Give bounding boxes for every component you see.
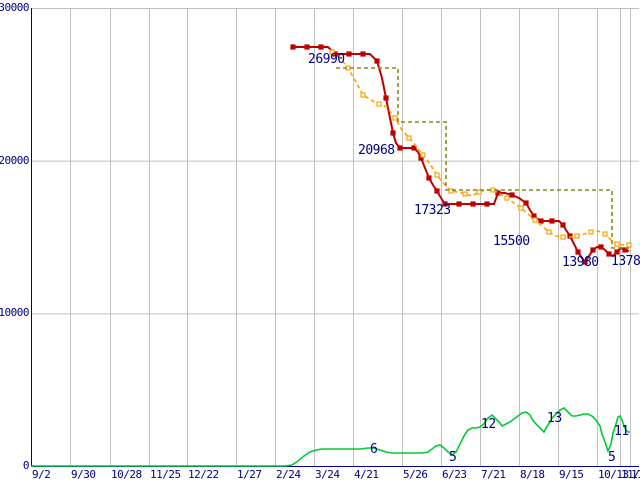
data-point-marker bbox=[626, 242, 632, 248]
series-price-primary bbox=[290, 44, 630, 265]
x-axis-tick-label: 3/24 bbox=[315, 468, 340, 481]
data-point-marker bbox=[420, 152, 426, 158]
data-point-marker bbox=[495, 190, 501, 196]
x-axis-tick-label: 11/10 bbox=[621, 468, 640, 481]
data-point-label: 20968 bbox=[358, 143, 395, 158]
data-point-label: 11 bbox=[614, 424, 629, 439]
data-point-marker bbox=[518, 205, 524, 211]
data-point-marker bbox=[560, 222, 566, 228]
data-point-marker bbox=[606, 251, 612, 257]
data-point-marker bbox=[470, 201, 476, 207]
data-point-label: 12 bbox=[481, 417, 496, 432]
data-point-marker bbox=[456, 201, 462, 207]
series-line-price-reference bbox=[336, 67, 630, 249]
x-axis-tick-label: 1/27 bbox=[237, 468, 262, 481]
data-point-label: 13780 bbox=[611, 254, 640, 269]
data-point-marker bbox=[462, 191, 468, 197]
x-axis-tick-label: 4/21 bbox=[354, 468, 379, 481]
data-point-marker bbox=[318, 44, 324, 50]
series-line-volume-count bbox=[31, 407, 630, 467]
data-point-marker bbox=[304, 44, 310, 50]
series-price-secondary bbox=[329, 49, 632, 248]
data-point-label: 13 bbox=[547, 411, 562, 426]
data-point-marker bbox=[538, 218, 544, 224]
data-point-marker bbox=[614, 249, 620, 255]
data-point-marker bbox=[532, 217, 538, 223]
data-point-marker bbox=[588, 229, 594, 235]
x-axis-tick-label: 8/18 bbox=[520, 468, 545, 481]
data-point-marker bbox=[434, 172, 440, 178]
x-axis-tick-label: 10/28 bbox=[111, 468, 142, 481]
data-point-marker bbox=[614, 241, 620, 247]
x-axis-tick-label: 11/17 bbox=[631, 468, 640, 481]
data-point-marker bbox=[360, 92, 366, 98]
x-axis-tick-label: 9/2 bbox=[32, 468, 51, 481]
series-line-price-secondary bbox=[331, 51, 629, 246]
data-point-marker bbox=[360, 51, 366, 57]
data-point-marker bbox=[476, 189, 482, 195]
data-point-marker bbox=[531, 213, 537, 219]
x-axis-tick-label: 9/30 bbox=[71, 468, 96, 481]
x-axis-tick-label: 9/15 bbox=[559, 468, 584, 481]
data-point-label: 26990 bbox=[308, 52, 345, 67]
data-point-marker bbox=[442, 201, 448, 207]
data-point-marker bbox=[484, 201, 490, 207]
series-line-price-primary bbox=[293, 46, 630, 264]
data-point-marker bbox=[590, 247, 596, 253]
data-point-marker bbox=[546, 229, 552, 235]
data-point-marker bbox=[448, 188, 454, 194]
data-point-marker bbox=[549, 218, 555, 224]
x-axis-tick-label: 12/22 bbox=[188, 468, 219, 481]
data-point-marker bbox=[574, 233, 580, 239]
x-axis-tick-label: 11/25 bbox=[150, 468, 181, 481]
data-point-marker bbox=[509, 192, 515, 198]
data-point-marker bbox=[426, 175, 432, 181]
data-point-marker bbox=[376, 101, 382, 107]
data-point-marker bbox=[392, 115, 398, 121]
data-point-marker bbox=[575, 249, 581, 255]
data-point-marker bbox=[411, 145, 417, 151]
series-price-reference bbox=[336, 67, 630, 249]
y-axis-tick-label: 30000 bbox=[0, 1, 29, 14]
data-point-marker bbox=[523, 200, 529, 206]
data-point-marker bbox=[434, 188, 440, 194]
data-point-label: 6 bbox=[370, 442, 378, 457]
data-point-marker bbox=[290, 44, 296, 50]
data-point-marker bbox=[329, 49, 335, 55]
data-point-label: 5 bbox=[449, 450, 457, 465]
x-axis-tick-label: 6/23 bbox=[442, 468, 467, 481]
x-axis-tick-label: 7/21 bbox=[481, 468, 506, 481]
data-point-marker bbox=[346, 51, 352, 57]
data-point-marker bbox=[390, 130, 396, 136]
data-point-marker bbox=[602, 231, 608, 237]
data-point-marker bbox=[504, 195, 510, 201]
data-point-marker bbox=[598, 244, 604, 250]
data-point-marker bbox=[397, 145, 403, 151]
data-point-marker bbox=[560, 234, 566, 240]
y-axis-tick-label: 20000 bbox=[0, 153, 29, 167]
data-point-marker bbox=[374, 58, 380, 64]
data-point-marker bbox=[406, 135, 412, 141]
x-axis-tick-label: 2/24 bbox=[276, 468, 301, 481]
data-point-label: 17323 bbox=[414, 203, 451, 218]
data-point-label: 5 bbox=[608, 450, 616, 465]
y-axis-tick-label: 0 bbox=[22, 459, 30, 472]
data-point-label: 13980 bbox=[562, 255, 599, 270]
series-volume-count bbox=[31, 407, 630, 467]
x-axis-tick-label: 5/26 bbox=[403, 468, 428, 481]
x-axis-tick-label: 10/13 bbox=[598, 468, 629, 481]
data-point-marker bbox=[582, 259, 588, 265]
data-point-marker bbox=[383, 95, 389, 101]
data-point-label: 15500 bbox=[493, 234, 530, 249]
y-axis-tick-label: 10000 bbox=[0, 306, 29, 320]
